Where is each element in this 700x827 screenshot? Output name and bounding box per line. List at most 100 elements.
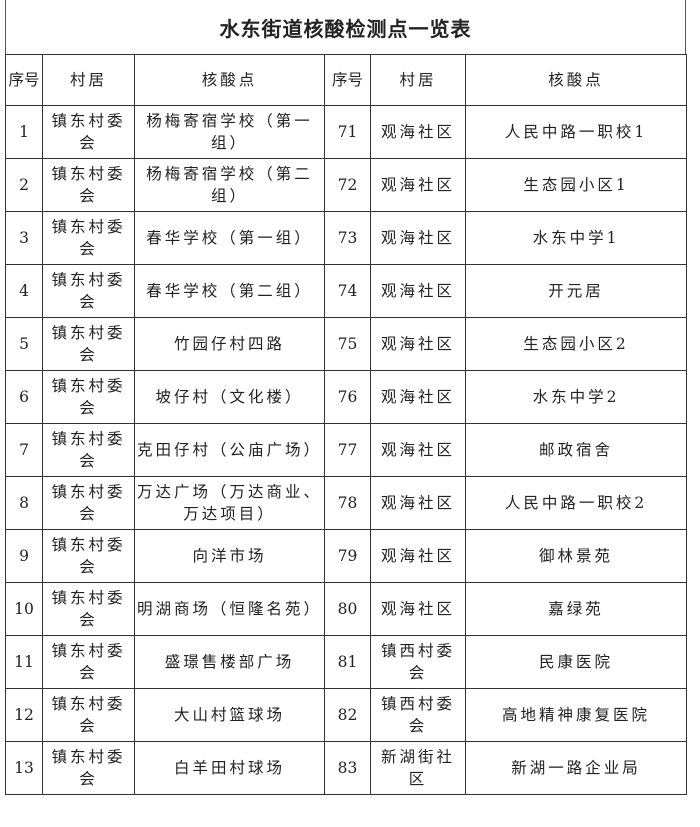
page-title: 水东街道核酸检测点一览表 [5, 0, 686, 54]
seq-cell: 75 [324, 317, 371, 371]
site-cell: 明湖商场（恒隆名苑） [134, 582, 325, 636]
header-cell: 村居 [370, 54, 466, 106]
seq-cell: 9 [5, 529, 43, 583]
site-cell: 高地精神康复医院 [465, 688, 687, 742]
village-cell: 镇东村委会 [42, 158, 135, 212]
seq-cell: 83 [324, 741, 371, 795]
seq-cell: 71 [324, 105, 371, 159]
seq-cell: 1 [5, 105, 43, 159]
seq-cell: 10 [5, 582, 43, 636]
site-cell: 生态园小区2 [465, 317, 687, 371]
site-cell: 开元居 [465, 264, 687, 318]
table-row: 12 镇东村委会 大山村篮球场 82 镇西村委会 高地精神康复医院 [5, 688, 687, 742]
village-cell: 观海社区 [370, 317, 466, 371]
village-cell: 镇东村委会 [42, 211, 135, 265]
village-cell: 镇西村委会 [370, 688, 466, 742]
site-cell: 御林景苑 [465, 529, 687, 583]
seq-cell: 72 [324, 158, 371, 212]
village-cell: 镇东村委会 [42, 688, 135, 742]
document: 水东街道核酸检测点一览表 序号 村居 核酸点 序号 村居 核酸点 1 镇东村委会杨… [5, 0, 687, 795]
table-row: 6 镇东村委会 坡仔村（文化楼） 76 观海社区 水东中学2 [5, 370, 687, 424]
site-cell: 人民中路一职校1 [465, 105, 687, 159]
site-cell: 坡仔村（文化楼） [134, 370, 325, 424]
village-cell: 观海社区 [370, 264, 466, 318]
site-cell: 水东中学2 [465, 370, 687, 424]
site-cell: 白羊田村球场 [134, 741, 325, 795]
site-cell: 春华学校（第一组） [134, 211, 325, 265]
table-row: 2 镇东村委会 杨梅寄宿学校（第二组） 72 观海社区 生态园小区1 [5, 158, 687, 212]
village-cell: 镇东村委会 [42, 635, 135, 689]
village-cell: 观海社区 [370, 582, 466, 636]
table-row: 3 镇东村委会 春华学校（第一组） 73 观海社区 水东中学1 [5, 211, 687, 265]
site-cell: 生态园小区1 [465, 158, 687, 212]
village-cell: 观海社区 [370, 370, 466, 424]
seq-cell: 73 [324, 211, 371, 265]
village-cell: 镇东村委会 [42, 741, 135, 795]
table-row: 5 镇东村委会 竹园仔村四路 75 观海社区 生态园小区2 [5, 317, 687, 371]
site-cell: 盛璟售楼部广场 [134, 635, 325, 689]
seq-cell: 7 [5, 423, 43, 477]
table-row: 9 镇东村委会 向洋市场 79 观海社区 御林景苑 [5, 529, 687, 583]
village-cell: 镇东村委会 [42, 105, 135, 159]
village-cell: 镇东村委会 [42, 529, 135, 583]
seq-cell: 76 [324, 370, 371, 424]
seq-cell: 2 [5, 158, 43, 212]
header-cell: 核酸点 [465, 54, 687, 106]
seq-cell: 8 [5, 476, 43, 530]
site-cell: 竹园仔村四路 [134, 317, 325, 371]
table-row: 1 镇东村委会 杨梅寄宿学校（第一组） 71 观海社区 人民中路一职校1 [5, 105, 687, 159]
village-cell: 观海社区 [370, 158, 466, 212]
site-cell: 邮政宿舍 [465, 423, 687, 477]
seq-cell: 74 [324, 264, 371, 318]
seq-cell: 82 [324, 688, 371, 742]
table-row: 7 镇东村委会 克田仔村（公庙广场） 77 观海社区 邮政宿舍 [5, 423, 687, 477]
seq-cell: 3 [5, 211, 43, 265]
site-cell: 大山村篮球场 [134, 688, 325, 742]
village-cell: 镇西村委会 [370, 635, 466, 689]
site-cell: 春华学校（第二组） [134, 264, 325, 318]
village-cell: 镇东村委会 [42, 423, 135, 477]
site-cell: 克田仔村（公庙广场） [134, 423, 325, 477]
village-cell: 观海社区 [370, 211, 466, 265]
site-cell: 万达广场（万达商业、万达项目） [134, 476, 325, 530]
seq-cell: 78 [324, 476, 371, 530]
site-cell: 人民中路一职校2 [465, 476, 687, 530]
header-cell: 序号 [324, 54, 371, 106]
testing-sites-table: 序号 村居 核酸点 序号 村居 核酸点 1 镇东村委会 杨梅寄宿学校（第一组） 71 观… [5, 54, 687, 795]
header-cell: 村居 [42, 54, 135, 106]
table-row: 4 镇东村委会 春华学校（第二组） 74 观海社区 开元居 [5, 264, 687, 318]
village-cell: 观海社区 [370, 105, 466, 159]
seq-cell: 79 [324, 529, 371, 583]
village-cell: 镇东村委会 [42, 317, 135, 371]
site-cell: 民康医院 [465, 635, 687, 689]
seq-cell: 12 [5, 688, 43, 742]
seq-cell: 4 [5, 264, 43, 318]
site-cell: 杨梅寄宿学校（第一组） [134, 105, 325, 159]
village-cell: 观海社区 [370, 529, 466, 583]
village-cell: 镇东村委会 [42, 370, 135, 424]
village-cell: 镇东村委会 [42, 582, 135, 636]
seq-cell: 77 [324, 423, 371, 477]
seq-cell: 81 [324, 635, 371, 689]
site-cell: 新湖一路企业局 [465, 741, 687, 795]
village-cell: 镇东村委会 [42, 476, 135, 530]
seq-cell: 6 [5, 370, 43, 424]
table-row: 10 镇东村委会 明湖商场（恒隆名苑） 80 观海社区 嘉绿苑 [5, 582, 687, 636]
site-cell: 嘉绿苑 [465, 582, 687, 636]
site-cell: 水东中学1 [465, 211, 687, 265]
table-header-row: 序号 村居 核酸点 序号 村居 核酸点 [5, 54, 687, 106]
header-cell: 核酸点 [134, 54, 325, 106]
table-row: 13 镇东村委会 白羊田村球场 83 新湖街社区 新湖一路企业局 [5, 741, 687, 795]
seq-cell: 13 [5, 741, 43, 795]
seq-cell: 80 [324, 582, 371, 636]
seq-cell: 5 [5, 317, 43, 371]
seq-cell: 11 [5, 635, 43, 689]
village-cell: 观海社区 [370, 423, 466, 477]
site-cell: 杨梅寄宿学校（第二组） [134, 158, 325, 212]
village-cell: 镇东村委会 [42, 264, 135, 318]
table-row: 8 镇东村委会 万达广场（万达商业、万达项目） 78 观海社区 人民中路一职校2 [5, 476, 687, 530]
site-cell: 向洋市场 [134, 529, 325, 583]
village-cell: 新湖街社区 [370, 741, 466, 795]
village-cell: 观海社区 [370, 476, 466, 530]
table-row: 11 镇东村委会 盛璟售楼部广场 81 镇西村委会 民康医院 [5, 635, 687, 689]
